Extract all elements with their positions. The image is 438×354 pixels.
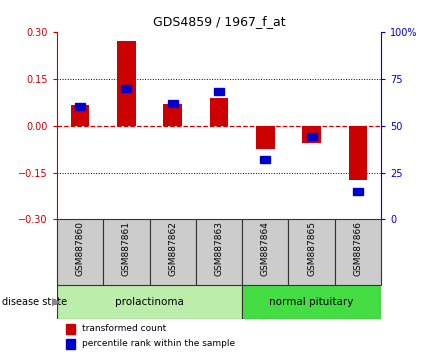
Text: percentile rank within the sample: percentile rank within the sample — [82, 339, 235, 348]
Text: GSM887866: GSM887866 — [353, 222, 362, 276]
Bar — [335, 219, 381, 285]
Text: prolactinoma: prolactinoma — [115, 297, 184, 307]
Bar — [163, 104, 182, 126]
Bar — [242, 219, 289, 285]
Title: GDS4859 / 1967_f_at: GDS4859 / 1967_f_at — [153, 15, 285, 28]
Bar — [242, 285, 381, 319]
Text: transformed count: transformed count — [82, 324, 166, 333]
Text: GSM887863: GSM887863 — [215, 222, 223, 276]
Text: GSM887865: GSM887865 — [307, 222, 316, 276]
Bar — [168, 99, 178, 107]
Bar — [196, 219, 242, 285]
Text: GSM887862: GSM887862 — [168, 222, 177, 276]
Bar — [210, 98, 228, 126]
Bar — [302, 126, 321, 143]
Bar — [256, 126, 275, 149]
Bar — [75, 103, 85, 110]
Bar — [260, 156, 270, 163]
Bar — [103, 219, 149, 285]
Bar — [349, 126, 367, 181]
Text: GSM887860: GSM887860 — [76, 222, 85, 276]
Bar — [149, 219, 196, 285]
Bar — [71, 105, 89, 126]
Text: GSM887861: GSM887861 — [122, 222, 131, 276]
Bar — [353, 188, 363, 195]
Text: ▶: ▶ — [52, 297, 60, 307]
Bar — [121, 85, 131, 92]
Bar — [57, 285, 242, 319]
Text: normal pituitary: normal pituitary — [269, 297, 354, 307]
Text: GSM887864: GSM887864 — [261, 222, 270, 276]
Bar — [289, 219, 335, 285]
Bar — [57, 219, 103, 285]
Text: disease state: disease state — [2, 297, 67, 307]
Bar — [117, 41, 136, 126]
Bar — [307, 133, 317, 141]
Bar — [214, 88, 224, 96]
